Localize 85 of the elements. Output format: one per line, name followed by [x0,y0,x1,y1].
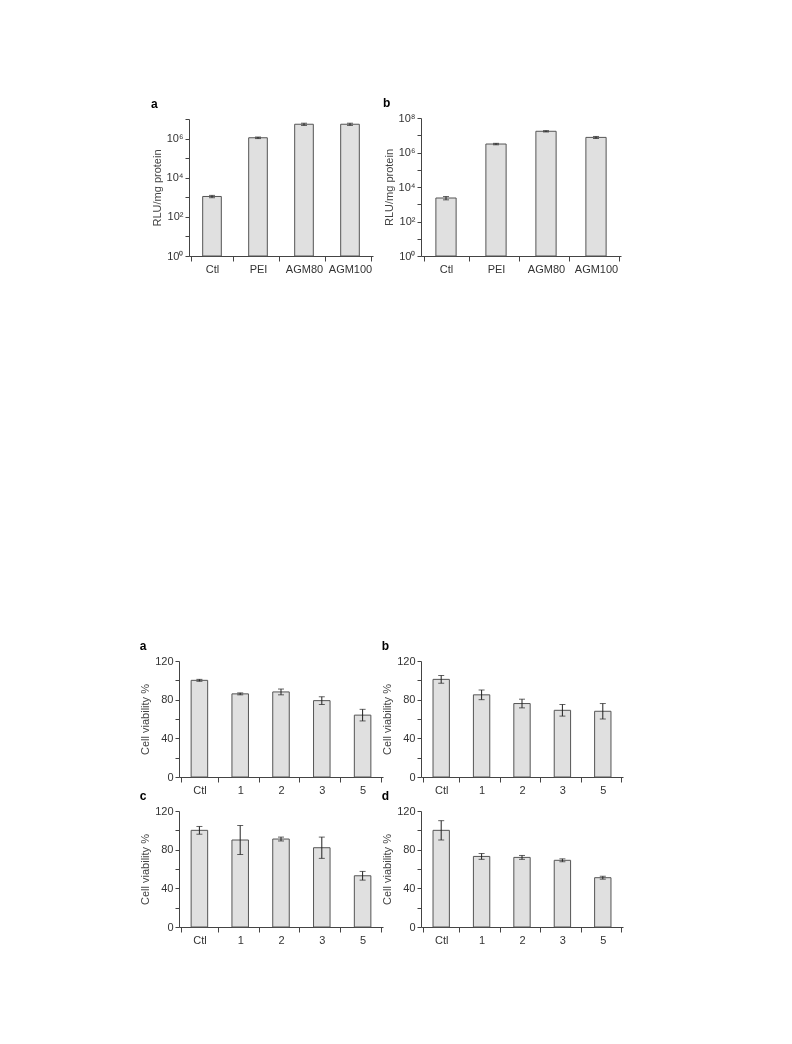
y-axis-title: Cell viability % [139,833,152,905]
bar [272,691,290,778]
bar [190,679,209,778]
y-tick-label: 80 [403,843,416,856]
y-tick-label: 10⁶ [398,146,416,158]
x-tick-label: 1 [237,933,244,946]
y-tick-label: 0 [167,770,174,783]
y-tick-label: 10⁸ [398,111,416,124]
y-tick-label: 10⁴ [398,180,416,193]
x-tick-label: 3 [319,783,326,796]
x-tick-label: Ctl [434,783,449,796]
bar [432,829,450,928]
bar [353,875,372,928]
x-tick-label: 2 [278,933,285,946]
x-tick-label: Ctl [205,262,220,275]
y-tick-label: 10⁰ [399,249,416,262]
y-tick-label: 0 [409,920,416,933]
y-tick-label: 40 [403,881,416,894]
y-tick-label: 40 [161,731,174,744]
x-tick-label: Ctl [193,933,207,946]
y-tick-label: 10⁰ [167,249,184,262]
bar [513,703,531,778]
y-tick-label: 80 [161,693,174,706]
bar [553,859,572,928]
bar [313,700,331,778]
y-axis-title: RLU/mg protein [382,148,395,227]
x-tick-label: 5 [600,933,607,946]
y-axis-title: Cell viability % [381,833,394,905]
y-tick-label: 0 [167,920,174,933]
x-tick-label: Ctl [439,262,454,275]
y-axis-title: Cell viability % [381,683,394,755]
y-tick-label: 40 [403,731,416,744]
x-tick-label: PEI [249,262,268,275]
x-tick-label: 5 [360,933,367,946]
x-tick-label: AGM80 [285,262,324,275]
chart-title: b [381,639,389,653]
chart-title: c [139,789,147,803]
x-tick-label: 5 [360,783,367,796]
y-tick-label: 0 [409,770,416,783]
bar [594,710,612,778]
y-tick-label: 80 [403,693,416,706]
x-tick-label: 1 [479,783,486,796]
y-tick-label: 10² [167,210,184,223]
bar [513,856,531,928]
x-tick-label: 3 [559,933,566,946]
bar [553,709,572,778]
x-tick-label: AGM80 [527,262,566,275]
bar [472,694,491,778]
x-tick-label: AGM100 [328,262,373,275]
bar [231,839,249,928]
bar [190,829,209,928]
x-tick-label: 3 [319,933,326,946]
bar [594,877,612,928]
y-tick-label: 10⁶ [166,132,184,145]
y-tick-label: 120 [155,654,174,667]
x-tick-label: 1 [237,783,244,796]
x-tick-label: 3 [559,783,566,796]
y-axis-title: Cell viability % [139,683,152,755]
bar [472,855,491,928]
x-tick-label: 2 [278,783,285,796]
chart-title: a [139,639,147,653]
y-tick-label: 10² [399,215,416,227]
bar [313,847,331,928]
bar [231,693,249,778]
y-tick-label: 120 [397,654,416,667]
bar [353,714,372,778]
y-tick-label: 10⁴ [166,171,184,184]
y-tick-label: 120 [397,804,416,817]
chart-title: d [381,789,389,803]
x-tick-label: 5 [600,783,607,796]
bar [272,838,290,928]
x-tick-label: 2 [519,783,526,796]
x-tick-label: 2 [519,933,526,946]
x-tick-label: Ctl [193,783,207,796]
y-tick-label: 40 [161,881,174,894]
x-tick-label: AGM100 [574,262,619,275]
chart-title: b [383,96,391,110]
y-axis-title: RLU/mg protein [150,149,163,227]
x-tick-label: Ctl [434,933,449,946]
x-tick-label: 1 [479,933,486,946]
x-tick-label: PEI [487,262,506,275]
bar [432,678,450,778]
y-tick-label: 120 [155,804,174,817]
y-tick-label: 80 [161,843,174,856]
chart-title: a [151,97,159,111]
